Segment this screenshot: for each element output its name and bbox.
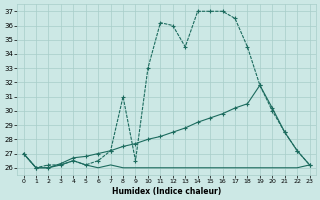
X-axis label: Humidex (Indice chaleur): Humidex (Indice chaleur) bbox=[112, 187, 221, 196]
